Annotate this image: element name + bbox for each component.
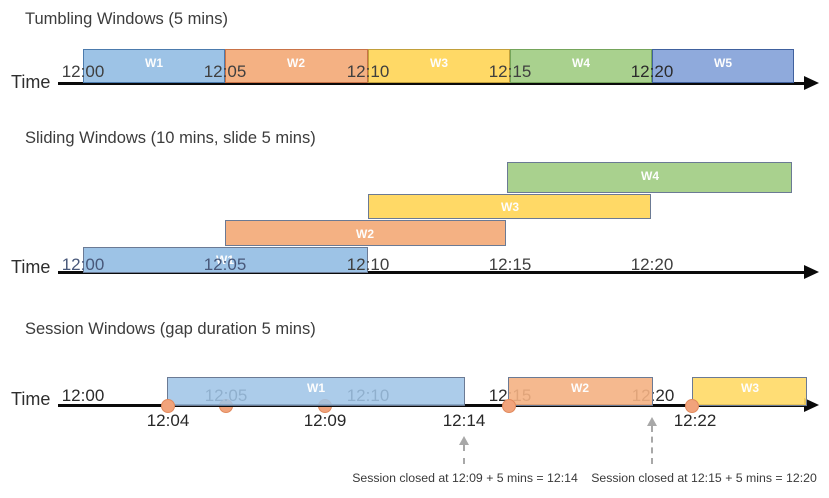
tumbling-time-axis [58, 82, 806, 85]
event-dot-12-15 [502, 399, 516, 413]
tumbling-window-label: W1 [145, 56, 163, 70]
session-window-w3 [692, 377, 807, 406]
session-close-annotation: Session closed at 12:15 + 5 mins = 12:20 [591, 471, 817, 485]
tumbling-axis-arrow-icon [804, 76, 819, 90]
event-time-label: 12:09 [303, 411, 347, 430]
tumbling-window-w2 [225, 49, 368, 83]
sliding-tick: 12:10 [346, 255, 390, 274]
tumbling-title: Tumbling Windows (5 mins) [25, 10, 228, 28]
session-close-arrow-stem [463, 445, 465, 464]
sliding-tick: 12:20 [630, 255, 674, 274]
tumbling-window-label: W4 [572, 56, 590, 70]
session-close-annotation: Session closed at 12:09 + 5 mins = 12:14 [352, 471, 578, 485]
session-axis-arrow-icon [804, 398, 819, 412]
tumbling-window-label: W2 [287, 56, 305, 70]
sliding-window-label: W2 [356, 227, 374, 241]
session-window-w2 [508, 377, 653, 406]
event-dot-12-04 [161, 399, 175, 413]
sliding-window-label: W4 [641, 169, 659, 183]
session-window-label: W3 [741, 381, 759, 395]
sliding-time-axis-label: Time [11, 257, 51, 277]
tumbling-tick: 12:10 [346, 62, 390, 81]
sliding-window-label: W1 [216, 253, 234, 267]
tumbling-tick: 12:05 [203, 62, 247, 81]
session-tick: 12:00 [61, 386, 105, 405]
tumbling-window-w3 [368, 49, 510, 83]
sliding-axis-arrow-icon [804, 265, 819, 279]
sliding-window-w2 [225, 220, 506, 246]
tumbling-window-label: W3 [430, 56, 448, 70]
sliding-tick: 12:00 [61, 255, 105, 274]
tumbling-tick: 12:20 [630, 62, 674, 81]
session-close-arrow-icon [459, 436, 469, 445]
tumbling-window-w5 [652, 49, 794, 83]
event-time-label: 12:14 [442, 411, 486, 430]
sliding-window-w3 [368, 194, 651, 219]
tumbling-window-w4 [510, 49, 652, 83]
sliding-title: Sliding Windows (10 mins, slide 5 mins) [25, 129, 316, 147]
tumbling-window-label: W5 [714, 56, 732, 70]
tumbling-time-axis-label: Time [11, 72, 51, 92]
session-close-arrow-icon [647, 417, 657, 426]
sliding-tick: 12:05 [203, 255, 247, 274]
event-time-label: 12:04 [146, 411, 190, 430]
session-title: Session Windows (gap duration 5 mins) [25, 320, 316, 338]
session-window-w1 [167, 377, 465, 406]
session-time-axis-label: Time [11, 389, 51, 409]
tumbling-tick: 12:15 [488, 62, 532, 81]
sliding-time-axis [58, 271, 806, 274]
sliding-window-w4 [507, 162, 792, 193]
session-window-label: W1 [307, 381, 325, 395]
tumbling-tick: 12:00 [61, 62, 105, 81]
session-window-label: W2 [571, 381, 589, 395]
event-dot-12-22 [685, 399, 699, 413]
session-close-arrow-stem [651, 426, 653, 464]
event-time-label: 12:22 [673, 411, 717, 430]
sliding-window-label: W3 [501, 200, 519, 214]
sliding-tick: 12:15 [488, 255, 532, 274]
tumbling-window-w1 [83, 49, 225, 83]
sliding-window-w1 [83, 247, 368, 273]
